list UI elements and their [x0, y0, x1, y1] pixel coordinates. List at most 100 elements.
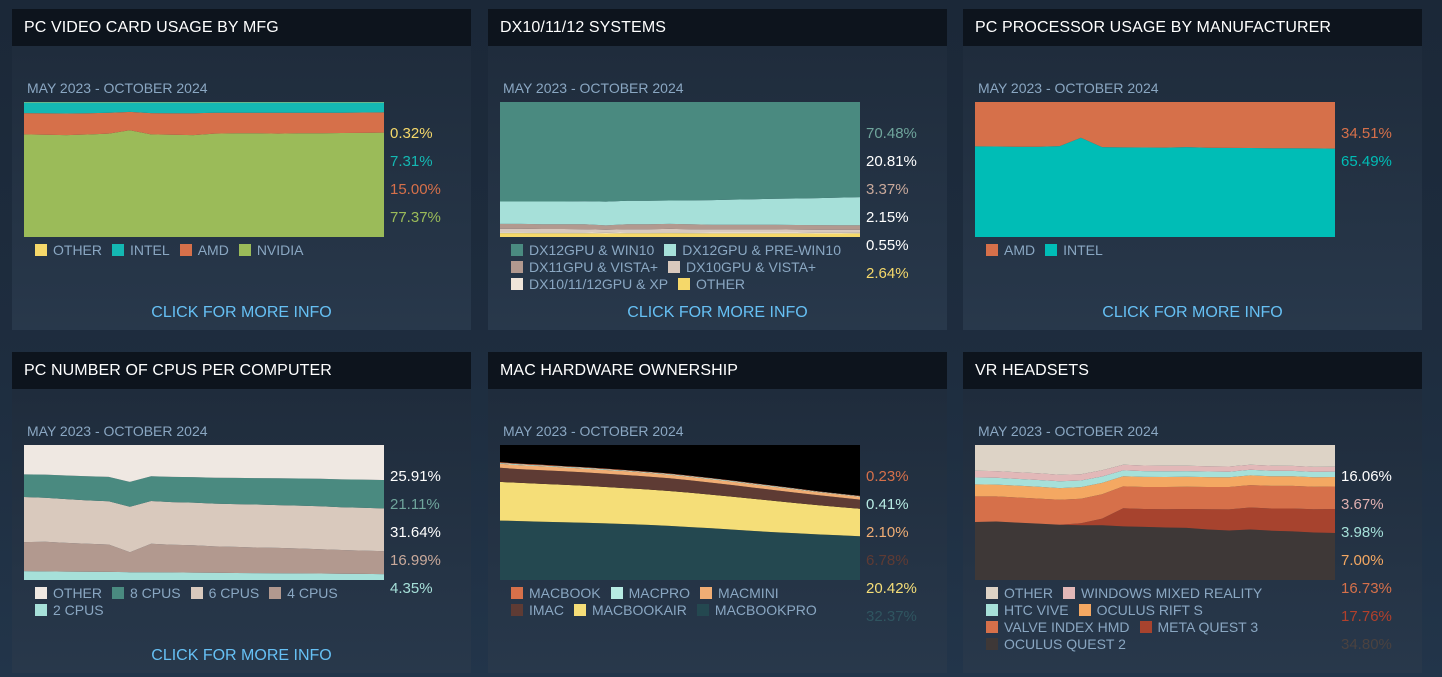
more-info-link[interactable]: CLICK FOR MORE INFO — [627, 304, 808, 321]
more-info-link[interactable]: CLICK FOR MORE INFO — [1102, 304, 1283, 321]
stacked-area-chart[interactable] — [975, 445, 1335, 585]
area-series-dx10gpu-vista[interactable] — [500, 228, 860, 233]
legend-item-4-cpus[interactable]: 4 CPUS — [269, 585, 338, 602]
legend-item-htc-vive[interactable]: HTC VIVE — [986, 602, 1069, 619]
area-series-amd[interactable] — [24, 111, 384, 136]
legend-swatch — [1139, 621, 1152, 633]
percent-label-dx10gpu-vista: 2.15% — [866, 209, 909, 226]
legend-item-amd[interactable]: AMD — [986, 242, 1035, 259]
area-series-windows-mixed-reality[interactable] — [975, 464, 1335, 482]
legend-label: 4 CPUS — [287, 585, 338, 601]
legend-swatch — [511, 604, 523, 616]
legend-item-dx11gpu-vista[interactable]: DX11GPU & VISTA+ — [511, 259, 658, 276]
percent-label-meta-quest-3: 17.76% — [1341, 608, 1392, 625]
legend-label: DX10/11/12GPU & XP — [529, 276, 669, 292]
area-series-imac[interactable] — [500, 467, 860, 509]
legend-swatch — [511, 261, 523, 273]
area-series-meta-quest-3[interactable] — [975, 507, 1335, 534]
legend-item-other[interactable]: OTHER — [678, 276, 745, 293]
chart-svg — [24, 102, 384, 237]
chart-svg — [500, 445, 860, 580]
legend-item-valve-index-hmd[interactable]: VALVE INDEX HMD — [986, 619, 1130, 636]
area-series-other[interactable] — [975, 445, 1335, 475]
legend-item-intel[interactable]: INTEL — [112, 242, 170, 259]
panel-body: MAY 2023 - OCTOBER 2024 0.32% 7.31% 15.00%… — [12, 46, 471, 330]
legend-label: MACPRO — [628, 585, 691, 601]
stacked-area-chart[interactable] — [500, 102, 860, 242]
area-series-intel[interactable] — [975, 137, 1335, 237]
legend-item-macmini[interactable]: MACMINI — [700, 585, 779, 602]
panel-dx-systems: DX10/11/12 SYSTEMS MAY 2023 - OCTOBER 20… — [488, 9, 947, 330]
legend-swatch — [35, 587, 47, 599]
area-series-macbookair[interactable] — [500, 481, 860, 537]
panel-title: MAC HARDWARE OWNERSHIP — [488, 352, 947, 389]
legend-item-dx12gpu-win10[interactable]: DX12GPU & WIN10 — [511, 242, 654, 259]
stacked-area-chart[interactable] — [24, 102, 384, 242]
area-series-oculus-quest-2[interactable] — [975, 521, 1335, 581]
legend-item-other[interactable]: OTHER — [986, 585, 1053, 602]
panel-body: MAY 2023 - OCTOBER 2024 0.23% 0.41% 2.10% 6… — [488, 389, 947, 673]
legend-row: AMD INTEL — [986, 242, 1113, 259]
area-series-dx10-11-12gpu-xp[interactable] — [500, 232, 860, 234]
legend-item-macbook[interactable]: MACBOOK — [511, 585, 601, 602]
legend-item-imac[interactable]: IMAC — [511, 602, 564, 619]
legend-item-windows-mixed-reality[interactable]: WINDOWS MIXED REALITY — [1063, 585, 1262, 602]
area-series-amd[interactable] — [975, 102, 1335, 149]
legend-label: MACBOOKAIR — [592, 602, 687, 618]
more-info-link[interactable]: CLICK FOR MORE INFO — [151, 304, 332, 321]
legend-label: HTC VIVE — [1004, 602, 1069, 618]
legend-item-2-cpus[interactable]: 2 CPUS — [35, 602, 104, 619]
legend-item-other[interactable]: OTHER — [35, 585, 102, 602]
stacked-area-chart[interactable] — [24, 445, 384, 585]
panel-body: MAY 2023 - OCTOBER 2024 25.91% 21.11% 31.6… — [12, 389, 471, 673]
area-series-dx12gpu-win10[interactable] — [500, 102, 860, 202]
area-series-dx11gpu-vista[interactable] — [500, 223, 860, 230]
chart-legend: OTHER WINDOWS MIXED REALITY HTC VIVE OCULUS… — [986, 585, 1272, 653]
legend-item-intel[interactable]: INTEL — [1045, 242, 1103, 259]
legend-item-nvidia[interactable]: NVIDIA — [238, 242, 304, 259]
area-series-dx12gpu-pre-win10[interactable] — [500, 197, 860, 226]
legend-item-meta-quest-3[interactable]: META QUEST 3 — [1139, 619, 1258, 636]
stacked-area-chart[interactable] — [500, 445, 860, 585]
area-series-intel[interactable] — [24, 102, 384, 114]
legend-row: DX10/11/12GPU & XP OTHER — [511, 276, 851, 293]
legend-swatch — [696, 604, 709, 616]
legend-item-macpro[interactable]: MACPRO — [610, 585, 691, 602]
chart-svg — [24, 445, 384, 580]
stacked-area-chart[interactable] — [975, 102, 1335, 242]
area-series-2-cpus[interactable] — [24, 571, 384, 580]
percent-label-macpro: 0.41% — [866, 496, 909, 513]
area-series-other[interactable] — [24, 445, 384, 482]
legend-item-amd[interactable]: AMD — [179, 242, 229, 259]
area-series-nvidia[interactable] — [24, 130, 384, 237]
legend-swatch — [986, 604, 998, 616]
area-series-htc-vive[interactable] — [975, 469, 1335, 489]
area-series-4-cpus[interactable] — [24, 541, 384, 575]
area-series-8-cpus[interactable] — [24, 474, 384, 509]
legend-item-dx12gpu-pre-win10[interactable]: DX12GPU & PRE-WIN10 — [664, 242, 841, 259]
panel-title: PC PROCESSOR USAGE BY MANUFACTURER — [963, 9, 1422, 46]
legend-swatch — [700, 587, 713, 599]
legend-swatch — [112, 244, 124, 256]
legend-item-macbookair[interactable]: MACBOOKAIR — [574, 602, 687, 619]
legend-item-6-cpus[interactable]: 6 CPUS — [190, 585, 259, 602]
legend-item-oculus-quest-2[interactable]: OCULUS QUEST 2 — [986, 636, 1126, 653]
legend-item-dx10gpu-vista[interactable]: DX10GPU & VISTA+ — [668, 259, 816, 276]
legend-item-oculus-rift-s[interactable]: OCULUS RIFT S — [1078, 602, 1203, 619]
percent-label-dx12gpu-pre-win10: 20.81% — [866, 153, 917, 170]
chart-svg — [500, 102, 860, 237]
legend-item-8-cpus[interactable]: 8 CPUS — [112, 585, 181, 602]
legend-item-macbookpro[interactable]: MACBOOKPRO — [696, 602, 817, 619]
percent-label-amd: 15.00% — [390, 181, 441, 198]
panel-processor-usage: PC PROCESSOR USAGE BY MANUFACTURER MAY 2… — [963, 9, 1422, 330]
legend-swatch — [269, 587, 282, 599]
area-series-6-cpus[interactable] — [24, 497, 384, 553]
legend-swatch — [1078, 604, 1091, 616]
area-series-other[interactable] — [500, 233, 860, 237]
area-series-valve-index-hmd[interactable] — [975, 485, 1335, 525]
area-series-oculus-rift-s[interactable] — [975, 475, 1335, 500]
legend-item-other[interactable]: OTHER — [35, 242, 102, 259]
legend-item-dx10-11-12gpu-xp[interactable]: DX10/11/12GPU & XP — [511, 276, 668, 293]
more-info-link[interactable]: CLICK FOR MORE INFO — [151, 647, 332, 664]
area-series-macbookpro[interactable] — [500, 520, 860, 580]
